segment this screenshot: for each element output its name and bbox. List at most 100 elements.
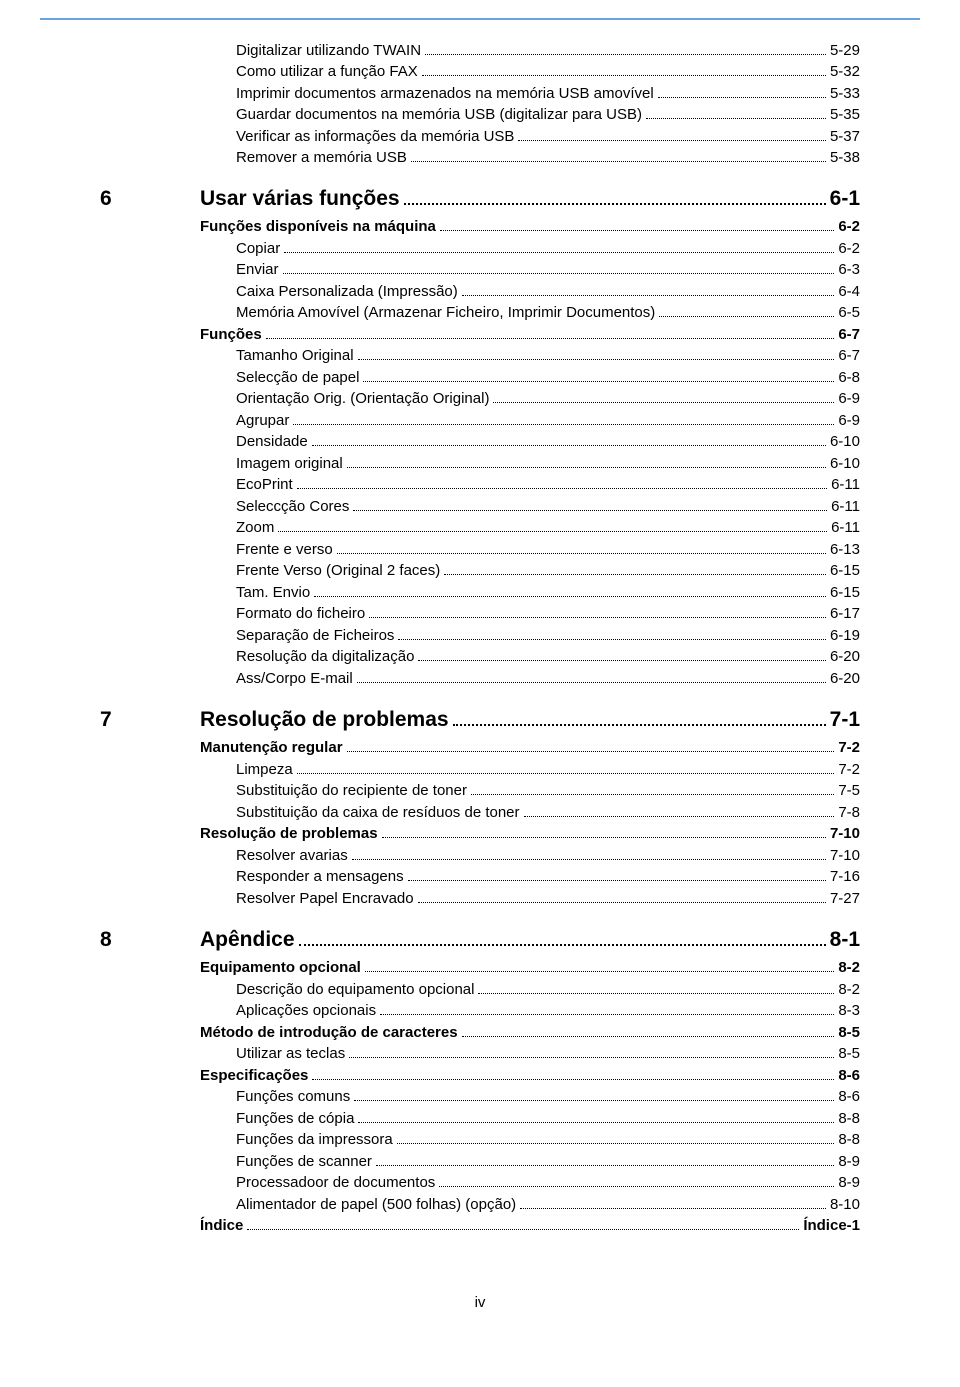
toc-sub-page[interactable]: 6-15 <box>830 562 860 579</box>
toc-sub-label[interactable]: Digitalizar utilizando TWAIN <box>236 42 421 59</box>
toc-sub-page[interactable]: 6-11 <box>831 498 860 515</box>
toc-sub-page[interactable]: 5-32 <box>830 63 860 80</box>
toc-sub-page[interactable]: 6-10 <box>830 455 860 472</box>
toc-sub-page[interactable]: 7-2 <box>838 761 860 778</box>
toc-sub-page[interactable]: 6-9 <box>838 390 860 407</box>
toc-sub-page[interactable]: 5-29 <box>830 42 860 59</box>
toc-sub-page[interactable]: 6-20 <box>830 670 860 687</box>
toc-sub-label[interactable]: Descrição do equipamento opcional <box>236 981 474 998</box>
toc-sub-label[interactable]: Guardar documentos na memória USB (digit… <box>236 106 642 123</box>
toc-sub-page[interactable]: 6-2 <box>838 240 860 257</box>
toc-sub-label[interactable]: Imagem original <box>236 455 343 472</box>
toc-sub-page[interactable]: 5-38 <box>830 149 860 166</box>
toc-section-label[interactable]: Especificações <box>200 1067 308 1084</box>
toc-sub-label[interactable]: Agrupar <box>236 412 289 429</box>
toc-sub-label[interactable]: Memória Amovível (Armazenar Ficheiro, Im… <box>236 304 655 321</box>
toc-sub-page[interactable]: 8-5 <box>838 1045 860 1062</box>
toc-sub-label[interactable]: Responder a mensagens <box>236 868 404 885</box>
toc-sub-label[interactable]: Funções da impressora <box>236 1131 393 1148</box>
toc-sub-label[interactable]: Resolver Papel Encravado <box>236 890 414 907</box>
toc-sub-page[interactable]: 7-8 <box>838 804 860 821</box>
toc-sub-label[interactable]: Como utilizar a função FAX <box>236 63 418 80</box>
toc-sub-page[interactable]: 6-13 <box>830 541 860 558</box>
toc-sub-label[interactable]: Zoom <box>236 519 274 536</box>
toc-sub-page[interactable]: 6-3 <box>838 261 860 278</box>
toc-sub-label[interactable]: Processadoor de documentos <box>236 1174 435 1191</box>
toc-sub-label[interactable]: Resolução da digitalização <box>236 648 414 665</box>
toc-sub-page[interactable]: 5-35 <box>830 106 860 123</box>
chapter-page[interactable]: 7-1 <box>830 708 860 732</box>
toc-sub-label[interactable]: Verificar as informações da memória USB <box>236 128 514 145</box>
toc-section-page[interactable]: 8-6 <box>838 1067 860 1084</box>
toc-sub-page[interactable]: 8-8 <box>838 1110 860 1127</box>
toc-sub-page[interactable]: 6-11 <box>831 519 860 536</box>
toc-section-page[interactable]: 8-5 <box>838 1024 860 1041</box>
toc-section-label[interactable]: Funções <box>200 326 262 343</box>
toc-sub-page[interactable]: 6-7 <box>838 347 860 364</box>
toc-sub-label[interactable]: Funções de scanner <box>236 1153 372 1170</box>
toc-sub-page[interactable]: 5-37 <box>830 128 860 145</box>
chapter-title[interactable]: Resolução de problemas <box>200 708 449 732</box>
toc-sub-label[interactable]: Limpeza <box>236 761 293 778</box>
toc-sub-label[interactable]: Seleccção Cores <box>236 498 349 515</box>
toc-sub-page[interactable]: 6-17 <box>830 605 860 622</box>
toc-sub-label[interactable]: Ass/Corpo E-mail <box>236 670 353 687</box>
toc-sub-page[interactable]: 6-19 <box>830 627 860 644</box>
toc-sub-label[interactable]: Imprimir documentos armazenados na memór… <box>236 85 654 102</box>
toc-section-page[interactable]: 6-7 <box>838 326 860 343</box>
toc-sub-page[interactable]: 6-10 <box>830 433 860 450</box>
toc-sub-label[interactable]: Densidade <box>236 433 308 450</box>
toc-section-label[interactable]: Método de introdução de caracteres <box>200 1024 458 1041</box>
toc-sub-label[interactable]: Funções comuns <box>236 1088 350 1105</box>
toc-sub-page[interactable]: 6-8 <box>838 369 860 386</box>
chapter-page[interactable]: 8-1 <box>830 928 860 952</box>
toc-sub-page[interactable]: 8-10 <box>830 1196 860 1213</box>
toc-section-label[interactable]: Equipamento opcional <box>200 959 361 976</box>
toc-sub-label[interactable]: Copiar <box>236 240 280 257</box>
toc-sub-label[interactable]: Orientação Orig. (Orientação Original) <box>236 390 489 407</box>
toc-sub-page[interactable]: 8-3 <box>838 1002 860 1019</box>
toc-sub-page[interactable]: 8-9 <box>838 1174 860 1191</box>
toc-sub-label[interactable]: Substituição do recipiente de toner <box>236 782 467 799</box>
toc-sub-label[interactable]: Tam. Envio <box>236 584 310 601</box>
toc-sub-page[interactable]: 7-16 <box>830 868 860 885</box>
toc-section-label[interactable]: Índice <box>200 1217 243 1234</box>
toc-sub-page[interactable]: 6-20 <box>830 648 860 665</box>
toc-sub-page[interactable]: 6-11 <box>831 476 860 493</box>
chapter-page[interactable]: 6-1 <box>830 187 860 211</box>
toc-sub-page[interactable]: 6-4 <box>838 283 860 300</box>
toc-sub-label[interactable]: Resolver avarias <box>236 847 348 864</box>
toc-sub-label[interactable]: Remover a memória USB <box>236 149 407 166</box>
toc-sub-page[interactable]: 6-5 <box>838 304 860 321</box>
toc-sub-label[interactable]: EcoPrint <box>236 476 293 493</box>
toc-sub-label[interactable]: Substituição da caixa de resíduos de ton… <box>236 804 520 821</box>
toc-sub-page[interactable]: 8-2 <box>838 981 860 998</box>
toc-sub-label[interactable]: Formato do ficheiro <box>236 605 365 622</box>
toc-section-label[interactable]: Funções disponíveis na máquina <box>200 218 436 235</box>
toc-sub-label[interactable]: Utilizar as teclas <box>236 1045 345 1062</box>
toc-sub-page[interactable]: 7-10 <box>830 847 860 864</box>
toc-sub-label[interactable]: Caixa Personalizada (Impressão) <box>236 283 458 300</box>
toc-section-page[interactable]: 7-2 <box>838 739 860 756</box>
toc-section-page[interactable]: Índice-1 <box>803 1217 860 1234</box>
toc-section-page[interactable]: 8-2 <box>838 959 860 976</box>
toc-sub-page[interactable]: 7-27 <box>830 890 860 907</box>
toc-section-label[interactable]: Manutenção regular <box>200 739 343 756</box>
toc-sub-page[interactable]: 8-8 <box>838 1131 860 1148</box>
toc-sub-label[interactable]: Separação de Ficheiros <box>236 627 394 644</box>
toc-sub-page[interactable]: 6-15 <box>830 584 860 601</box>
toc-sub-label[interactable]: Aplicações opcionais <box>236 1002 376 1019</box>
toc-sub-label[interactable]: Frente Verso (Original 2 faces) <box>236 562 440 579</box>
toc-sub-page[interactable]: 6-9 <box>838 412 860 429</box>
toc-sub-page[interactable]: 8-9 <box>838 1153 860 1170</box>
toc-sub-label[interactable]: Enviar <box>236 261 279 278</box>
toc-section-label[interactable]: Resolução de problemas <box>200 825 378 842</box>
toc-sub-label[interactable]: Selecção de papel <box>236 369 359 386</box>
toc-sub-label[interactable]: Tamanho Original <box>236 347 354 364</box>
toc-sub-label[interactable]: Funções de cópia <box>236 1110 354 1127</box>
toc-section-page[interactable]: 7-10 <box>830 825 860 842</box>
toc-sub-label[interactable]: Frente e verso <box>236 541 333 558</box>
toc-sub-page[interactable]: 7-5 <box>838 782 860 799</box>
toc-section-page[interactable]: 6-2 <box>838 218 860 235</box>
toc-sub-label[interactable]: Alimentador de papel (500 folhas) (opção… <box>236 1196 516 1213</box>
